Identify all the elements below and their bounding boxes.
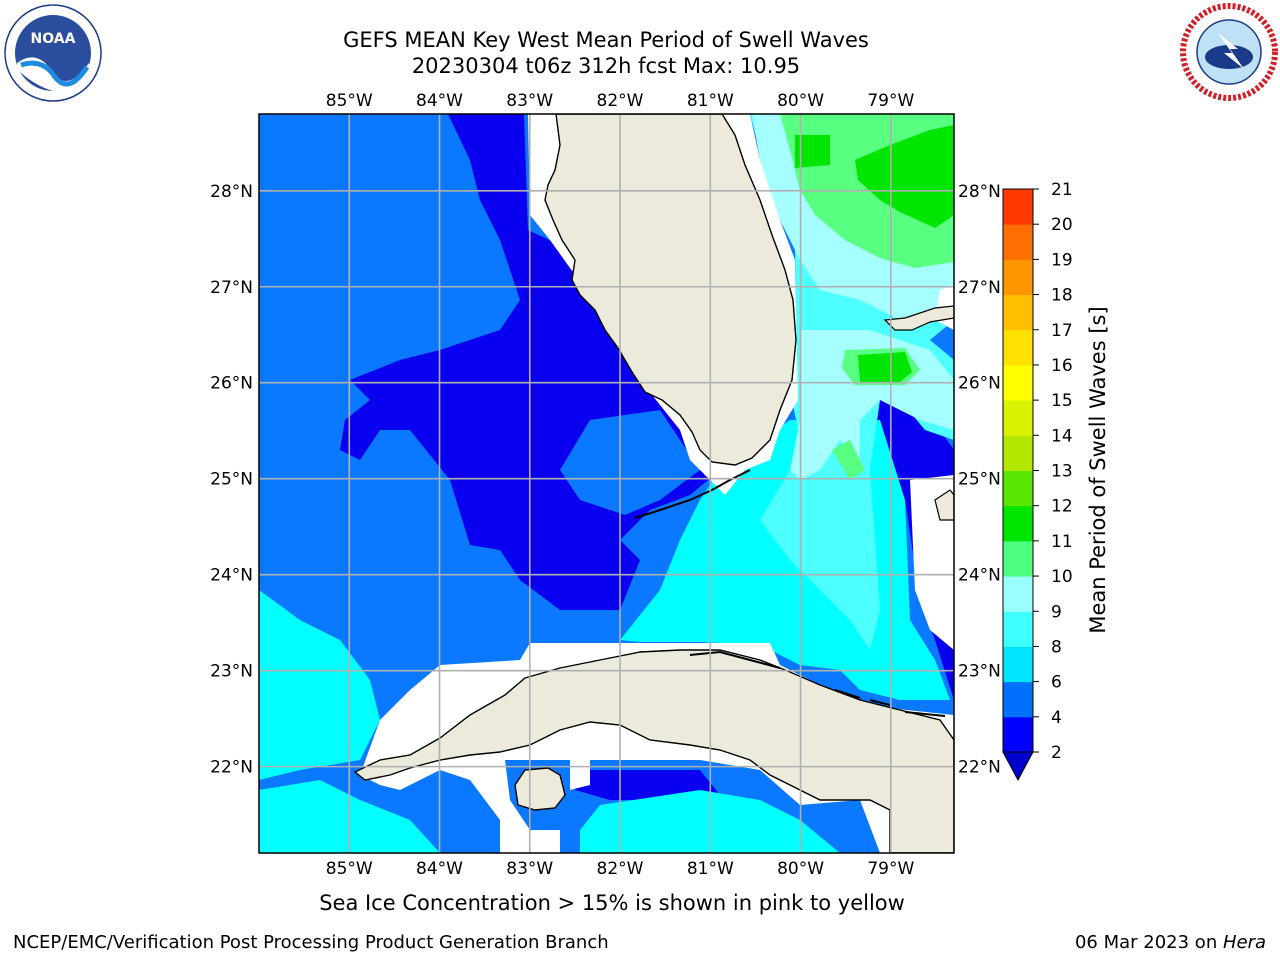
lat-label-right: 25°N (958, 470, 1001, 490)
colorbar: 2 4 6 8 9 10 11 12 13 14 15 16 17 18 19 20 21 (1002, 180, 1073, 782)
colorbar-segment (1003, 681, 1033, 718)
lon-label-top: 84°W (416, 91, 463, 111)
colorbar-tick-label: 10 (1051, 567, 1073, 587)
lon-label-bottom: 84°W (416, 859, 463, 879)
colorbar-tick-label: 20 (1051, 215, 1073, 235)
chart-subtitle: 20230304 t06z 312h fcst Max: 10.95 (411, 54, 801, 78)
swell-period-field (259, 114, 954, 853)
period-band-2-4-gulf (560, 410, 700, 515)
lon-label-bottom: 83°W (506, 859, 553, 879)
colorbar-tick-label: 19 (1051, 250, 1073, 270)
colorbar-tick-label: 14 (1051, 426, 1073, 446)
colorbar-segment (1003, 611, 1033, 647)
colorbar-tick-label: 6 (1051, 673, 1062, 693)
cuba-north-cays (689, 650, 946, 717)
colorbar-segment (1003, 435, 1033, 471)
lon-label-bottom: 82°W (597, 859, 644, 879)
colorbar-tick-label: 8 (1051, 637, 1062, 657)
lon-labels-top: 85°W 84°W 83°W 82°W 81°W 80°W 79°W (326, 91, 915, 111)
lat-label-right: 23°N (958, 662, 1001, 682)
colorbar-segment (1003, 294, 1033, 331)
colorbar-tick-label: 18 (1051, 286, 1073, 306)
colorbar-label: Mean Period of Swell Waves [s] (1086, 306, 1110, 633)
lat-label-right: 26°N (958, 374, 1001, 394)
colorbar-segment (1003, 540, 1033, 577)
colorbar-segment (1003, 646, 1033, 683)
lon-label-top: 85°W (326, 91, 373, 111)
bahamas-island-land (883, 305, 954, 331)
date-text: 06 Mar 2023 on Hera (1075, 932, 1266, 953)
lon-label-top: 82°W (597, 91, 644, 111)
lat-label-left: 27°N (210, 278, 253, 298)
lon-label-bottom: 85°W (326, 859, 373, 879)
lat-labels-right: 28°N 27°N 26°N 25°N 24°N 23°N 22°N (958, 182, 1001, 778)
sea-ice-note: Sea Ice Concentration > 15% is shown in … (319, 891, 905, 915)
colorbar-tick-label: 4 (1051, 708, 1062, 728)
colorbar-segment (1003, 224, 1033, 260)
colorbar-segment (1003, 400, 1033, 436)
florida-land (544, 114, 797, 466)
period-band-10-11-b (855, 125, 954, 228)
colorbar-tick-label: 13 (1051, 462, 1073, 482)
colorbar-segment (1003, 716, 1033, 753)
lat-label-left: 28°N (210, 182, 253, 202)
colorbar-tick-label: 9 (1051, 602, 1062, 622)
andros-island-land (934, 489, 954, 521)
lat-label-right: 28°N (958, 182, 1001, 202)
colorbar-tick-label: 12 (1051, 497, 1073, 517)
colorbar-under-arrow (1002, 751, 1034, 782)
colorbar-segment (1003, 576, 1033, 612)
lat-label-left: 24°N (210, 566, 253, 586)
colorbar-segment (1003, 364, 1033, 401)
lat-label-left: 22°N (210, 758, 253, 778)
colorbar-tick-label: 2 (1051, 743, 1062, 763)
colorbar-tick-label: 11 (1051, 532, 1073, 552)
map-frame (258, 113, 955, 854)
lon-label-top: 80°W (777, 91, 824, 111)
period-band-10-11 (795, 135, 830, 168)
colorbar-tick-label: 16 (1051, 356, 1073, 376)
colorbar-tick-label: 21 (1051, 180, 1073, 200)
period-band-8-9 (752, 114, 954, 320)
lat-label-left: 23°N (210, 662, 253, 682)
lat-label-left: 25°N (210, 470, 253, 490)
lat-label-right: 22°N (958, 758, 1001, 778)
lon-label-top: 83°W (506, 91, 553, 111)
colorbar-segment (1003, 329, 1033, 366)
noaa-logo-text: NOAA (31, 31, 76, 47)
lat-label-left: 26°N (210, 374, 253, 394)
colorbar-tick-label: 17 (1051, 321, 1073, 341)
credit-text: NCEP/EMC/Verification Post Processing Pr… (13, 932, 609, 953)
lon-label-bottom: 80°W (777, 859, 824, 879)
colorbar-tick-label: 15 (1051, 391, 1073, 411)
period-band-10-11-c (858, 352, 912, 382)
lon-label-bottom: 81°W (687, 859, 734, 879)
lat-label-right: 24°N (958, 566, 1001, 586)
lat-lon-grid (259, 114, 954, 853)
colorbar-segment (1003, 189, 1033, 225)
chart-title: GEFS MEAN Key West Mean Period of Swell … (343, 28, 869, 52)
lon-label-top: 79°W (867, 91, 914, 111)
date-value: 06 Mar 2023 on (1074, 932, 1223, 953)
lon-label-bottom: 79°W (867, 859, 914, 879)
colorbar-segment (1003, 505, 1033, 542)
colorbar-segment (1003, 470, 1033, 507)
lon-label-top: 81°W (687, 91, 734, 111)
period-band-9-10-c (832, 440, 865, 480)
nws-logo (1180, 3, 1278, 101)
colorbar-segment (1003, 259, 1033, 296)
noaa-logo: NOAA (4, 4, 102, 102)
lat-label-right: 27°N (958, 278, 1001, 298)
isle-of-youth-land (514, 767, 566, 811)
lon-labels-bottom: 85°W 84°W 83°W 82°W 81°W 80°W 79°W (326, 859, 915, 879)
host-name: Hera (1222, 932, 1266, 953)
lat-labels-left: 28°N 27°N 26°N 25°N 24°N 23°N 22°N (210, 182, 253, 778)
